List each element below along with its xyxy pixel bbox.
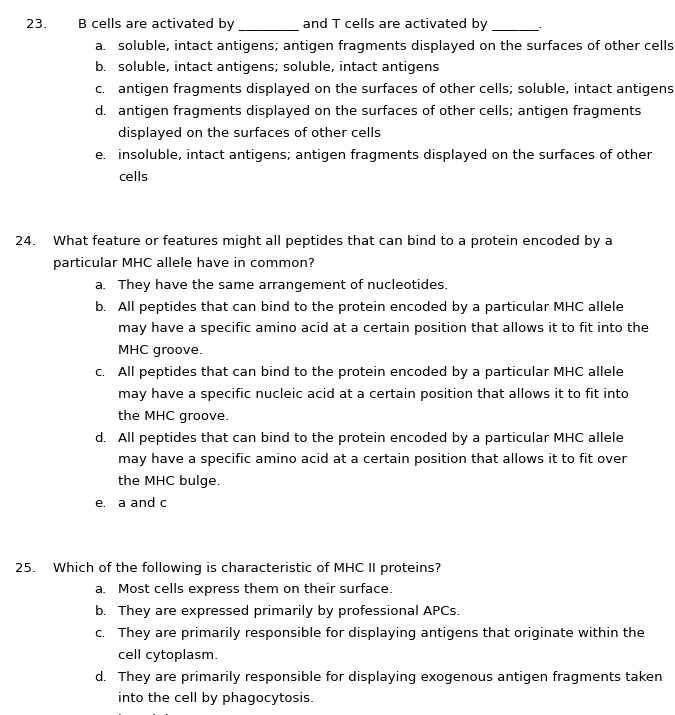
Text: c.: c. (95, 627, 106, 640)
Text: 24.: 24. (15, 235, 36, 248)
Text: 25.: 25. (15, 561, 36, 575)
Text: the MHC groove.: the MHC groove. (118, 410, 230, 423)
Text: may have a specific amino acid at a certain position that allows it to fit into : may have a specific amino acid at a cert… (118, 322, 649, 335)
Text: e.: e. (95, 714, 107, 715)
Text: particular MHC allele have in common?: particular MHC allele have in common? (53, 257, 315, 270)
Text: They have the same arrangement of nucleotides.: They have the same arrangement of nucleo… (118, 279, 448, 292)
Text: They are primarily responsible for displaying exogenous antigen fragments taken: They are primarily responsible for displ… (118, 671, 663, 684)
Text: All peptides that can bind to the protein encoded by a particular MHC allele: All peptides that can bind to the protei… (118, 366, 624, 379)
Text: All peptides that can bind to the protein encoded by a particular MHC allele: All peptides that can bind to the protei… (118, 431, 624, 445)
Text: e.: e. (95, 497, 107, 510)
Text: the MHC bulge.: the MHC bulge. (118, 475, 221, 488)
Text: a and c: a and c (118, 497, 167, 510)
Text: soluble, intact antigens; soluble, intact antigens: soluble, intact antigens; soluble, intac… (118, 61, 439, 74)
Text: Which of the following is characteristic of MHC II proteins?: Which of the following is characteristic… (53, 561, 441, 575)
Text: d.: d. (95, 105, 107, 118)
Text: may have a specific amino acid at a certain position that allows it to fit over: may have a specific amino acid at a cert… (118, 453, 627, 466)
Text: into the cell by phagocytosis.: into the cell by phagocytosis. (118, 692, 315, 706)
Text: displayed on the surfaces of other cells: displayed on the surfaces of other cells (118, 127, 381, 140)
Text: d.: d. (95, 431, 107, 445)
Text: b.: b. (95, 605, 107, 618)
Text: MHC groove.: MHC groove. (118, 344, 203, 358)
Text: a.: a. (95, 279, 107, 292)
Text: What feature or features might all peptides that can bind to a protein encoded b: What feature or features might all pepti… (53, 235, 612, 248)
Text: b.: b. (95, 61, 107, 74)
Text: cell cytoplasm.: cell cytoplasm. (118, 649, 219, 662)
Text: d.: d. (95, 671, 107, 684)
Text: All peptides that can bind to the protein encoded by a particular MHC allele: All peptides that can bind to the protei… (118, 300, 624, 314)
Text: a.: a. (95, 583, 107, 596)
Text: cells: cells (118, 170, 148, 184)
Text: They are primarily responsible for displaying antigens that originate within the: They are primarily responsible for displ… (118, 627, 645, 640)
Text: Most cells express them on their surface.: Most cells express them on their surface… (118, 583, 393, 596)
Text: soluble, intact antigens; antigen fragments displayed on the surfaces of other c: soluble, intact antigens; antigen fragme… (118, 39, 674, 53)
Text: a.: a. (95, 39, 107, 53)
Text: b and d: b and d (118, 714, 169, 715)
Text: antigen fragments displayed on the surfaces of other cells; antigen fragments: antigen fragments displayed on the surfa… (118, 105, 641, 118)
Text: c.: c. (95, 366, 106, 379)
Text: may have a specific nucleic acid at a certain position that allows it to fit int: may have a specific nucleic acid at a ce… (118, 388, 629, 401)
Text: b.: b. (95, 300, 107, 314)
Text: antigen fragments displayed on the surfaces of other cells; soluble, intact anti: antigen fragments displayed on the surfa… (118, 83, 674, 97)
Text: 23.: 23. (26, 18, 47, 31)
Text: c.: c. (95, 83, 106, 97)
Text: insoluble, intact antigens; antigen fragments displayed on the surfaces of other: insoluble, intact antigens; antigen frag… (118, 149, 652, 162)
Text: B cells are activated by _________ and T cells are activated by _______.: B cells are activated by _________ and T… (78, 18, 542, 31)
Text: They are expressed primarily by professional APCs.: They are expressed primarily by professi… (118, 605, 460, 618)
Text: e.: e. (95, 149, 107, 162)
